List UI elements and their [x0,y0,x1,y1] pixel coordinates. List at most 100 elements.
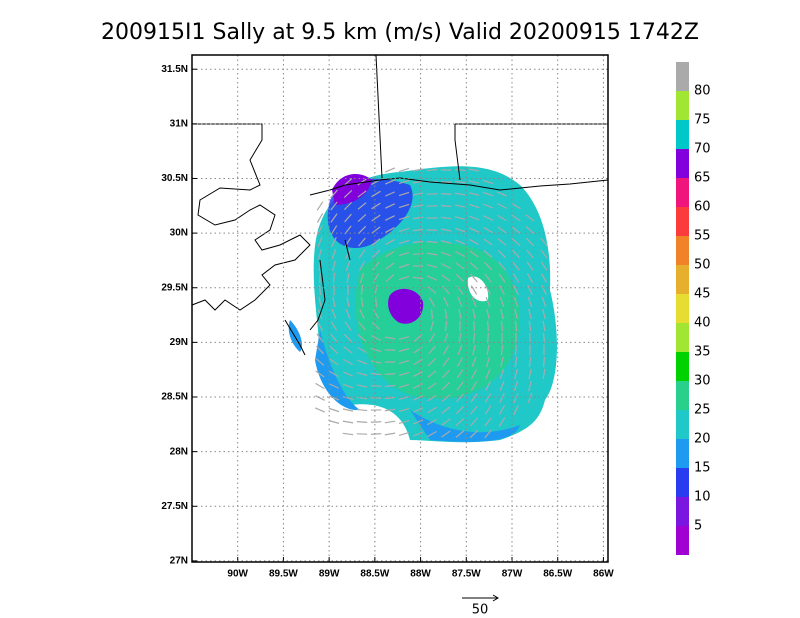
wind-vector [431,308,433,320]
colorbar-segment [676,497,689,526]
wind-vector [398,431,410,437]
wind-vector [542,356,546,368]
wind-vector [315,358,325,366]
wind-vector [511,214,521,222]
wind-vector [454,192,466,196]
wind-vector [427,357,437,367]
wind-vector [412,253,424,255]
wind-vector [331,248,337,260]
wind-vector [384,191,396,197]
colorbar-segment [676,410,689,439]
wind-vector [513,405,519,415]
wind-vector [457,357,463,367]
wind-vector [426,263,438,269]
wind-vector [329,383,339,389]
wind-vector [370,372,382,376]
wind-vector [514,320,518,332]
wind-vector [513,285,519,295]
wind-vector [374,284,378,296]
wind-vector [371,226,381,234]
colorbar-segment [676,178,689,207]
wind-vector [342,383,354,389]
wind-vector [427,275,437,281]
map-frame [191,54,609,563]
colorbar-segment [676,149,689,178]
wind-vector [455,262,465,270]
wind-vector [398,203,410,209]
wind-vector [332,296,336,308]
wind-vector [398,371,410,377]
wind-vector [317,236,323,248]
wind-vector [500,320,504,332]
wind-vector [346,272,350,284]
wind-vector [330,189,338,199]
wind-vector [372,273,380,283]
wind-vector [370,433,382,435]
wind-vector [343,189,353,199]
wind-vector [527,285,533,295]
wind-vector [542,308,546,320]
wind-vector [540,261,548,271]
wind-vector [483,250,493,258]
wind-vector [329,358,339,366]
wind-vector [316,345,324,355]
wind-vector [426,252,438,256]
wind-vector [468,215,480,221]
x-tick-label: 88.5W [360,569,389,580]
wind-vector [357,334,367,342]
wind-vector [483,226,493,234]
wind-vector [528,368,532,380]
wind-vector [499,285,505,295]
wind-vector [528,356,532,368]
wind-vector [330,333,338,343]
wind-vector [486,320,490,332]
wind-vector [483,215,493,221]
reference-vector-head [492,594,499,602]
wind-vector [398,348,410,352]
colorbar-segment [676,265,689,294]
wind-vector [357,178,367,186]
wind-vector [469,238,479,246]
wind-vector [512,273,520,283]
wind-vector [528,320,532,332]
wind-vector [371,214,381,222]
wind-vector [342,371,354,377]
colorbar-segment [676,381,689,410]
wind-vector [357,202,367,210]
wind-vector [359,309,365,319]
wind-vector [499,368,505,380]
colorbar-label: 50 [694,258,711,273]
wind-vector [427,394,437,402]
wind-area [410,410,520,442]
wind-vector [426,240,438,244]
wind-vector [514,308,518,320]
y-tick-label: 30N [170,228,188,239]
wind-vector [328,407,340,413]
wind-vector [344,321,352,331]
wind-vector [360,296,364,308]
wind-vector [441,406,451,414]
wind-vector [372,261,380,271]
colorbar-segment [676,120,689,149]
wind-vector [427,286,437,294]
wind-area [388,288,424,324]
wind-vector [398,360,410,364]
wind-vector [441,274,451,282]
wind-vector [441,381,451,391]
wind-vector [427,430,437,438]
wind-vector [441,263,451,269]
wind-vector [345,308,351,320]
wind-vector [540,237,548,247]
wind-vector [458,308,462,320]
y-tick-label: 30.5N [161,173,188,184]
wind-vector [357,346,367,354]
wind-vector [384,384,396,388]
wind-vector [443,297,449,307]
colorbar-segment [676,236,689,265]
wind-vector [500,344,504,356]
wind-vector [455,430,465,438]
wind-vector [384,179,396,185]
colorbar-label: 65 [694,171,711,186]
wind-vector [484,429,492,439]
